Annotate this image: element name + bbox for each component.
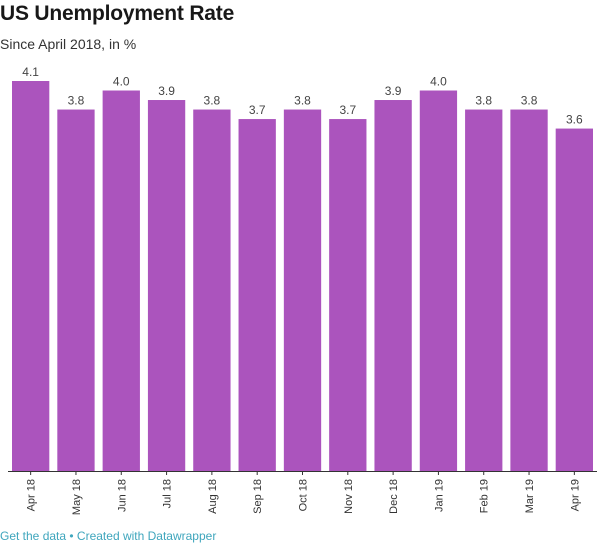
bar-apr-18[interactable] <box>12 81 50 471</box>
value-label: 4.0 <box>113 75 130 89</box>
value-label: 3.9 <box>158 84 175 98</box>
bar-chart: 4.1 Apr 18 3.8 May 18 4.0 Jun 18 3.9 Jul 18 3.8 A… <box>8 65 597 515</box>
x-tick-label: Jun 18 <box>116 479 128 512</box>
x-tick-label: Sep 18 <box>252 479 264 514</box>
bar-may-18[interactable] <box>57 109 95 471</box>
value-label: 3.8 <box>204 94 221 108</box>
x-tick-label: Oct 18 <box>298 479 310 511</box>
bar-jul-18[interactable] <box>147 100 186 472</box>
value-label: 3.7 <box>339 103 356 117</box>
bar-nov-18[interactable] <box>329 119 367 472</box>
bar-mar-19[interactable] <box>510 109 548 471</box>
x-tick-label: Feb 19 <box>479 479 491 513</box>
x-tick-label: Apr 18 <box>26 479 38 511</box>
value-label: 3.9 <box>385 84 402 98</box>
x-tick-label: Nov 18 <box>343 479 355 514</box>
x-tick-label: Dec 18 <box>388 479 400 514</box>
bar-jun-18[interactable] <box>102 90 140 471</box>
x-tick-label: Jan 19 <box>433 479 445 512</box>
value-label: 3.8 <box>475 94 492 108</box>
bar-apr-19[interactable] <box>555 128 593 471</box>
value-label: 4.0 <box>430 75 447 89</box>
chart-footer: Get the data • Created with Datawrapper <box>0 529 216 543</box>
value-label: 4.1 <box>22 65 39 79</box>
value-label: 3.8 <box>294 94 311 108</box>
get-the-data-link[interactable]: Get the data <box>0 529 67 543</box>
x-tick-label: Apr 19 <box>569 479 581 511</box>
x-tick-label: Aug 18 <box>207 479 219 514</box>
bar-oct-18[interactable] <box>283 109 322 471</box>
value-label: 3.8 <box>521 94 538 108</box>
bar-jan-19[interactable] <box>419 90 458 471</box>
value-label: 3.7 <box>249 103 266 117</box>
bar-sep-18[interactable] <box>238 119 276 472</box>
bar-dec-18[interactable] <box>374 100 412 472</box>
footer-separator: • <box>66 529 77 543</box>
x-tick-label: Mar 19 <box>524 479 536 513</box>
chart-subtitle: Since April 2018, in % <box>0 36 137 52</box>
x-tick-label: Jul 18 <box>162 479 174 508</box>
created-with-datawrapper-link[interactable]: Created with Datawrapper <box>76 529 217 543</box>
value-label: 3.6 <box>566 113 583 127</box>
bar-feb-19[interactable] <box>465 109 503 471</box>
x-tick-label: May 18 <box>71 479 83 515</box>
bar-aug-18[interactable] <box>193 109 231 471</box>
value-label: 3.8 <box>68 94 85 108</box>
chart-title: US Unemployment Rate <box>0 2 235 25</box>
